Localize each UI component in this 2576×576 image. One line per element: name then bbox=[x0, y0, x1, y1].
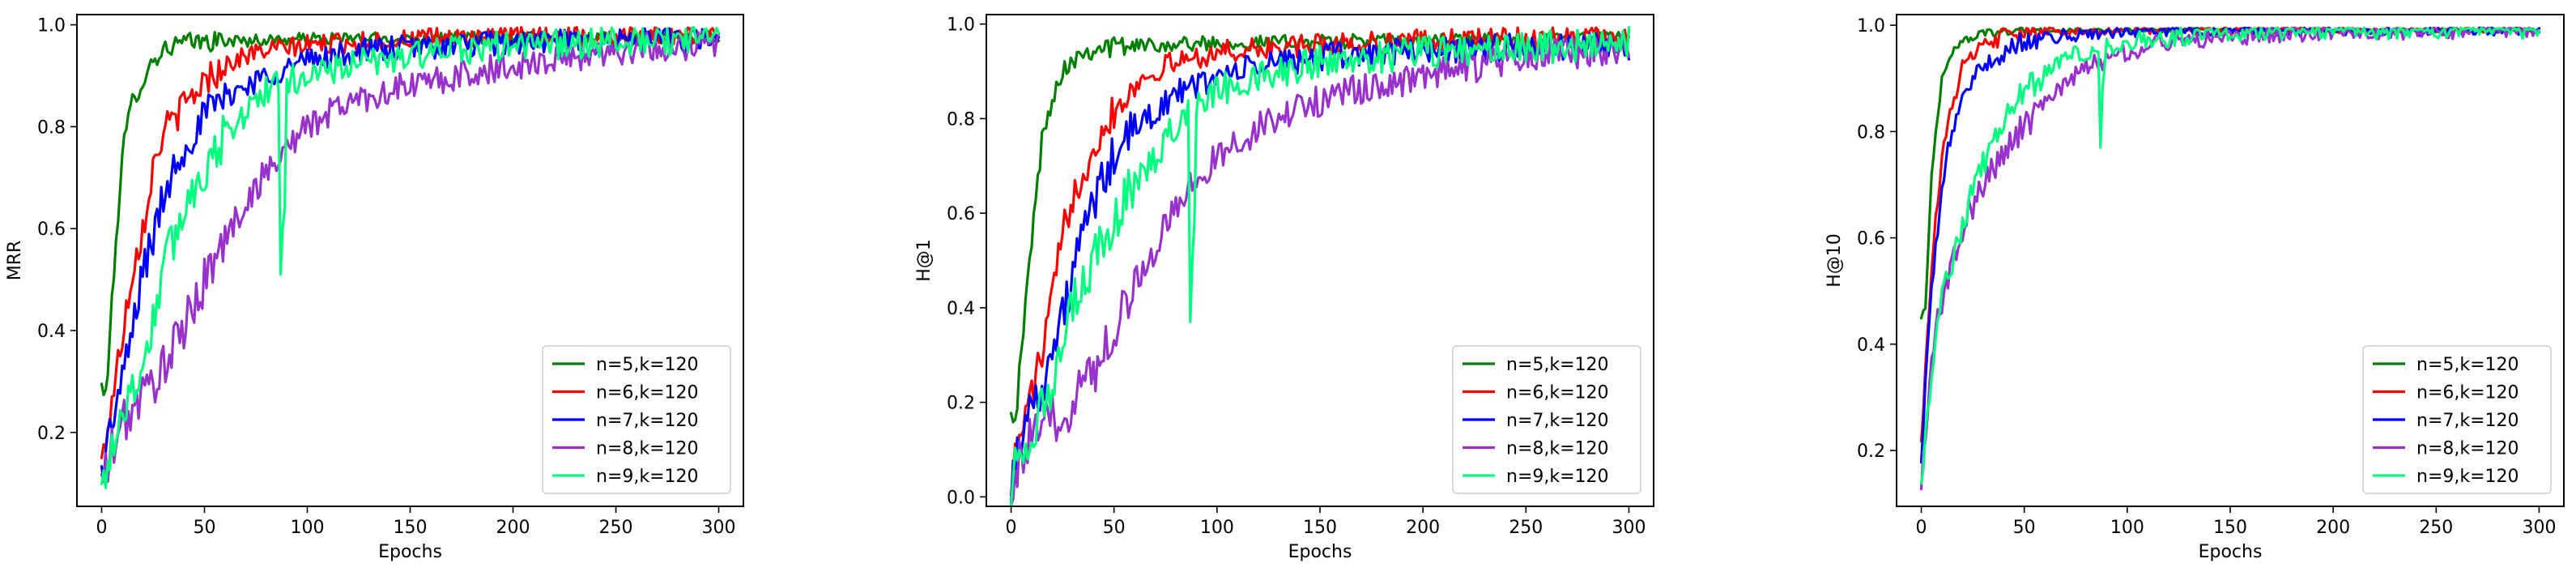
legend-label: n=9,k=120 bbox=[1506, 467, 1609, 487]
x-tick-label: 0 bbox=[1006, 518, 1017, 538]
x-axis-title: Epochs bbox=[2199, 542, 2263, 562]
legend-label: n=6,k=120 bbox=[596, 383, 699, 403]
x-tick-label: 200 bbox=[496, 518, 530, 538]
series-line-5 bbox=[100, 26, 721, 489]
legend: n=5,k=120 n=6,k=120 n=7,k=120 n=8,k=120 n=9,… bbox=[2362, 345, 2552, 494]
x-tick-label: 250 bbox=[599, 518, 633, 538]
y-tick-label: 0.2 bbox=[37, 424, 66, 444]
y-tick-label: 0.4 bbox=[37, 322, 66, 342]
x-tick-label: 150 bbox=[1303, 518, 1337, 538]
x-tick-label: 200 bbox=[2316, 518, 2350, 538]
x-tick-label: 50 bbox=[1103, 518, 1126, 538]
legend-label: n=8,k=120 bbox=[1506, 439, 1609, 459]
legend-label: n=5,k=120 bbox=[1506, 355, 1609, 375]
legend-label: n=8,k=120 bbox=[596, 439, 699, 459]
series-line-2 bbox=[100, 26, 721, 460]
y-tick-label: 0.6 bbox=[37, 220, 66, 240]
y-tick-label: 0.4 bbox=[1857, 335, 1885, 356]
series-line-1 bbox=[1919, 26, 2541, 320]
series-line-4 bbox=[1919, 26, 2541, 491]
y-tick-label: 0.4 bbox=[947, 299, 975, 319]
x-axis-title: Epochs bbox=[378, 542, 442, 562]
y-tick-label: 0.2 bbox=[1857, 442, 1885, 462]
y-tick-label: 0.8 bbox=[947, 109, 975, 130]
x-tick-label: 100 bbox=[2110, 518, 2144, 538]
series-line-5 bbox=[1919, 26, 2541, 485]
legend-label: n=5,k=120 bbox=[596, 355, 699, 375]
series-lines bbox=[1919, 26, 2541, 491]
x-tick-label: 300 bbox=[1612, 518, 1646, 538]
y-tick-label: 1.0 bbox=[37, 16, 66, 36]
y-tick-label: 0.8 bbox=[1857, 122, 1885, 143]
x-tick-label: 0 bbox=[96, 518, 107, 538]
x-axis-title: Epochs bbox=[1288, 542, 1352, 562]
x-tick-label: 150 bbox=[394, 518, 428, 538]
legend-label: n=5,k=120 bbox=[2416, 355, 2519, 375]
x-tick-label: 150 bbox=[2213, 518, 2247, 538]
y-tick-label: 0.0 bbox=[947, 488, 975, 508]
y-tick-label: 1.0 bbox=[947, 15, 975, 36]
y-axis-title: H@10 bbox=[1824, 233, 1845, 288]
chart-hits-at-1: 0 50 100 150 200 250 300 0.0 0.2 0.4 0.6 0.8 1.0 Epoc… bbox=[914, 14, 1654, 562]
x-tick-label: 0 bbox=[1916, 518, 1927, 538]
x-tick-label: 200 bbox=[1406, 518, 1440, 538]
x-tick-label: 300 bbox=[2522, 518, 2556, 538]
legend-label: n=9,k=120 bbox=[596, 467, 699, 487]
legend-label: n=7,k=120 bbox=[1506, 411, 1609, 431]
series-lines bbox=[100, 26, 721, 489]
y-tick-label: 0.2 bbox=[947, 394, 975, 414]
legend-label: n=9,k=120 bbox=[2416, 467, 2519, 487]
x-tick-label: 100 bbox=[290, 518, 324, 538]
legend-label: n=6,k=120 bbox=[1506, 383, 1609, 403]
legend-label: n=7,k=120 bbox=[596, 411, 699, 431]
y-tick-label: 0.6 bbox=[1857, 229, 1885, 250]
x-tick-label: 50 bbox=[2013, 518, 2036, 538]
x-tick-label: 250 bbox=[1509, 518, 1543, 538]
series-line-2 bbox=[1009, 26, 1631, 497]
x-tick-label: 250 bbox=[2419, 518, 2453, 538]
legend-box bbox=[2362, 345, 2552, 494]
y-axis-title: H@1 bbox=[914, 239, 935, 282]
legend-box bbox=[542, 345, 731, 494]
x-tick-label: 300 bbox=[702, 518, 736, 538]
chart-mrr: 0 50 100 150 200 250 300 0.2 0.4 0.6 0.8 1.0 Epochs M… bbox=[5, 14, 744, 562]
x-tick-label: 100 bbox=[1200, 518, 1234, 538]
y-tick-label: 0.8 bbox=[37, 117, 66, 138]
legend: n=5,k=120 n=6,k=120 n=7,k=120 n=8,k=120 n=9,… bbox=[1452, 345, 1641, 494]
y-axis-title: MRR bbox=[5, 241, 25, 281]
legend-label: n=6,k=120 bbox=[2416, 383, 2519, 403]
chart-hits-at-10: 0 50 100 150 200 250 300 0.2 0.4 0.6 0.8 1.0 Epochs H… bbox=[1824, 14, 2565, 562]
y-tick-label: 1.0 bbox=[1857, 16, 1885, 36]
series-lines bbox=[1009, 26, 1631, 506]
series-line-5 bbox=[1009, 26, 1631, 506]
x-tick-label: 50 bbox=[193, 518, 215, 538]
y-tick-label: 0.6 bbox=[947, 204, 975, 224]
series-line-4 bbox=[1009, 33, 1631, 506]
legend-box bbox=[1452, 345, 1641, 494]
legend-label: n=8,k=120 bbox=[2416, 439, 2519, 459]
legend-label: n=7,k=120 bbox=[2416, 411, 2519, 431]
legend: n=5,k=120 n=6,k=120 n=7,k=120 n=8,k=120 n=9,… bbox=[542, 345, 731, 494]
